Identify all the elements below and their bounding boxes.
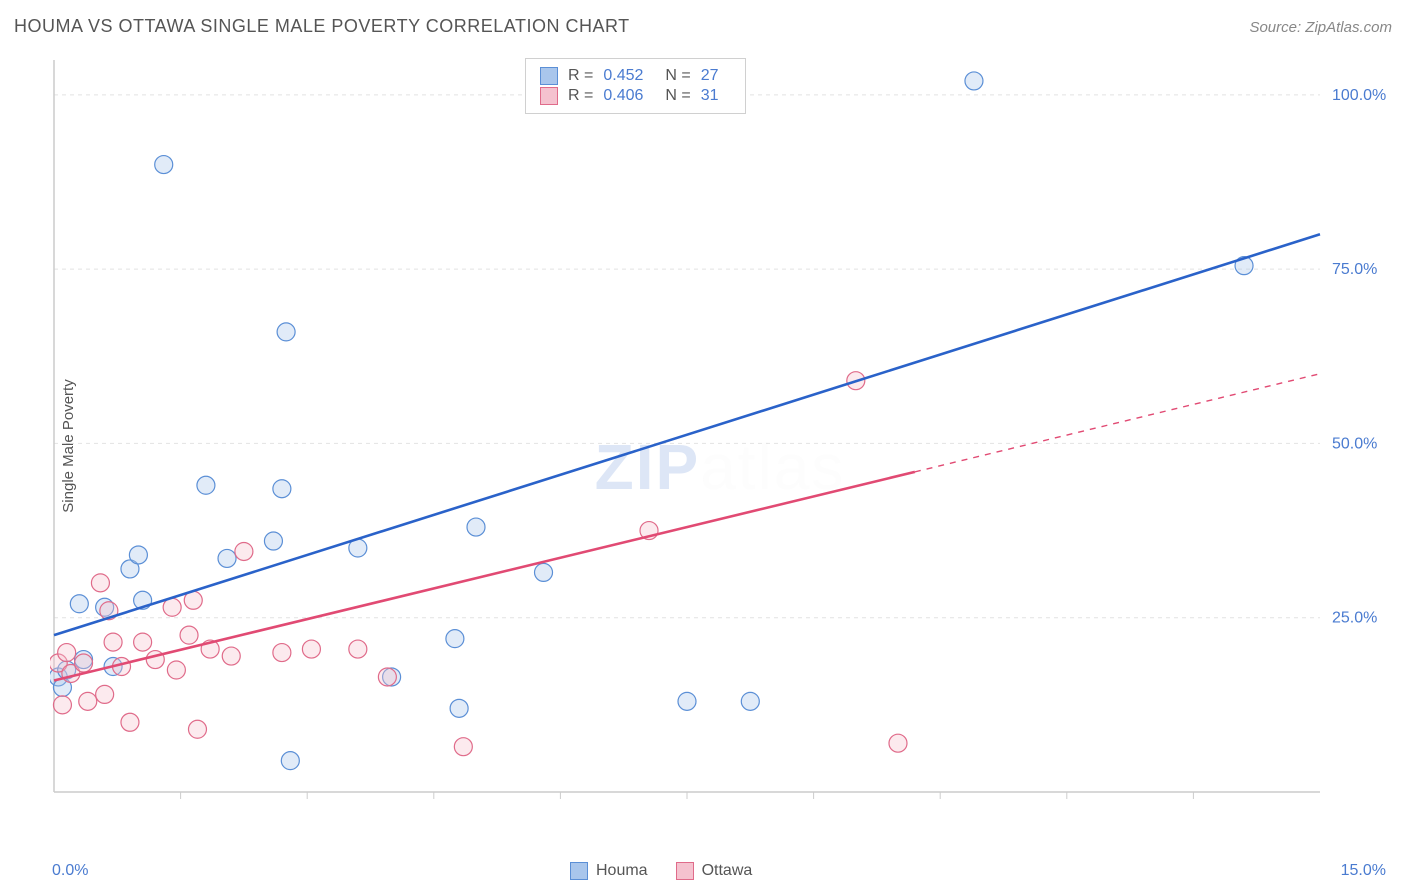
data-point [167, 661, 185, 679]
legend-row: R = 0.406 N = 31 [540, 87, 731, 105]
data-point [53, 696, 71, 714]
chart-header: HOUMA VS OTTAWA SINGLE MALE POVERTY CORR… [14, 16, 1392, 37]
data-point [104, 633, 122, 651]
r-label: R = [568, 67, 593, 85]
plot-svg: 25.0% 50.0% 75.0% 100.0% ZIPatlas [50, 52, 1390, 832]
y-tick-label: 75.0% [1332, 261, 1377, 278]
data-point [79, 692, 97, 710]
data-point [180, 626, 198, 644]
data-point [273, 644, 291, 662]
data-point [91, 574, 109, 592]
data-point [121, 713, 139, 731]
trend-line [54, 234, 1320, 635]
legend-row: R = 0.452 N = 27 [540, 67, 731, 85]
series-label: Ottawa [702, 862, 753, 879]
r-label: R = [568, 87, 593, 105]
data-point [222, 647, 240, 665]
data-point [450, 699, 468, 717]
n-value: 31 [701, 87, 719, 105]
x-axis-max-label: 15.0% [1341, 862, 1386, 880]
legend-swatch [540, 67, 558, 85]
r-value: 0.406 [603, 87, 643, 105]
data-point [188, 720, 206, 738]
data-point [678, 692, 696, 710]
scatter-plot: 25.0% 50.0% 75.0% 100.0% ZIPatlas [50, 52, 1390, 832]
series-legend-item: Ottawa [676, 862, 753, 880]
legend-swatch [540, 87, 558, 105]
trend-line [54, 472, 915, 681]
data-point [75, 654, 93, 672]
data-point [741, 692, 759, 710]
data-point [58, 644, 76, 662]
y-tick-label: 100.0% [1332, 87, 1386, 104]
chart-source: Source: ZipAtlas.com [1249, 19, 1392, 36]
n-label: N = [665, 67, 690, 85]
data-point [281, 752, 299, 770]
data-point [235, 542, 253, 560]
legend-swatch [676, 862, 694, 880]
data-point [349, 640, 367, 658]
y-tick-label: 50.0% [1332, 435, 1377, 452]
r-value: 0.452 [603, 67, 643, 85]
legend-swatch [570, 862, 588, 880]
data-point [96, 685, 114, 703]
data-point [264, 532, 282, 550]
data-point [454, 738, 472, 756]
data-point [446, 630, 464, 648]
trend-line-extrapolated [915, 374, 1320, 472]
chart-title: HOUMA VS OTTAWA SINGLE MALE POVERTY CORR… [14, 16, 630, 37]
data-point [277, 323, 295, 341]
x-axis-min-label: 0.0% [52, 862, 88, 880]
series-legend-item: Houma [570, 862, 648, 880]
series-legend: Houma Ottawa [570, 862, 752, 880]
data-point [134, 633, 152, 651]
n-value: 27 [701, 67, 719, 85]
series-label: Houma [596, 862, 648, 879]
svg-text:ZIPatlas: ZIPatlas [595, 431, 846, 503]
y-tick-label: 25.0% [1332, 610, 1377, 627]
correlation-legend: R = 0.452 N = 27 R = 0.406 N = 31 [525, 58, 746, 114]
data-point [197, 476, 215, 494]
data-point [467, 518, 485, 536]
data-point [155, 156, 173, 174]
data-point [218, 549, 236, 567]
data-point [70, 595, 88, 613]
data-point [378, 668, 396, 686]
data-point [535, 563, 553, 581]
data-point [273, 480, 291, 498]
data-point [965, 72, 983, 90]
data-point [129, 546, 147, 564]
data-point [302, 640, 320, 658]
data-point [889, 734, 907, 752]
n-label: N = [665, 87, 690, 105]
